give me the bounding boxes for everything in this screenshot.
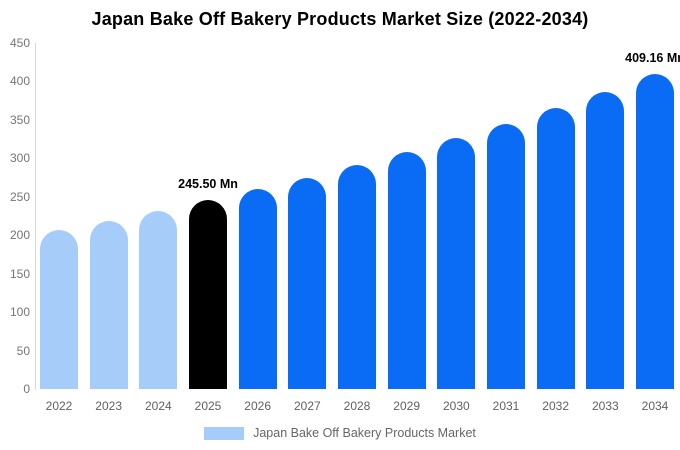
legend-swatch <box>204 426 245 440</box>
bar-2026 <box>238 189 277 389</box>
x-tick-label: 2028 <box>343 399 371 413</box>
bar-value-label: 245.50 Mn <box>178 177 238 192</box>
bar-2022 <box>40 229 78 389</box>
y-tick-label: 200 <box>9 228 30 243</box>
y-tick-label: 0 <box>23 382 30 396</box>
bar-value-label: 409.16 Mn <box>625 51 680 66</box>
x-tick-label: 2023 <box>95 399 122 413</box>
bar-2028 <box>338 165 376 389</box>
y-tick-label: 50 <box>16 343 30 358</box>
y-axis-line <box>35 43 36 390</box>
bar-2025 <box>189 200 227 389</box>
x-tick-label: 2031 <box>492 399 520 413</box>
x-tick-label: 2029 <box>393 399 420 413</box>
legend-label: Japan Bake Off Bakery Products Market <box>253 426 476 440</box>
x-tick-label: 2027 <box>293 399 321 413</box>
bar-2024 <box>139 210 178 389</box>
y-tick-label: 350 <box>9 112 30 127</box>
x-tick-label: 2034 <box>641 399 669 413</box>
plot-area: 245.50 Mn 409.16 Mn <box>36 43 680 389</box>
x-tick-label: 2030 <box>442 399 470 413</box>
bar-2027 <box>288 177 327 389</box>
legend: Japan Bake Off Bakery Products Market <box>0 426 680 440</box>
y-tick-label: 400 <box>9 74 30 89</box>
y-tick-label: 150 <box>9 266 30 281</box>
bar-2023 <box>89 220 128 389</box>
bar-2034 <box>636 74 674 389</box>
x-tick-label: 2026 <box>244 399 271 413</box>
x-tick-label: 2025 <box>194 399 222 413</box>
bar-2032 <box>536 108 575 389</box>
y-tick-label: 100 <box>9 305 30 320</box>
x-tick-label: 2033 <box>591 399 619 413</box>
x-tick-label: 2024 <box>144 399 172 413</box>
x-tick-label: 2032 <box>542 399 569 413</box>
bar-2030 <box>437 138 476 389</box>
chart-title: Japan Bake Off Bakery Products Market Si… <box>91 9 589 29</box>
y-tick-label: 300 <box>9 151 30 166</box>
y-tick-label: 450 <box>9 36 30 50</box>
bar-2029 <box>387 152 426 389</box>
bar-2031 <box>487 123 525 389</box>
x-tick-label: 2022 <box>45 399 73 413</box>
bar-2033 <box>586 91 625 389</box>
y-tick-label: 250 <box>9 189 30 204</box>
